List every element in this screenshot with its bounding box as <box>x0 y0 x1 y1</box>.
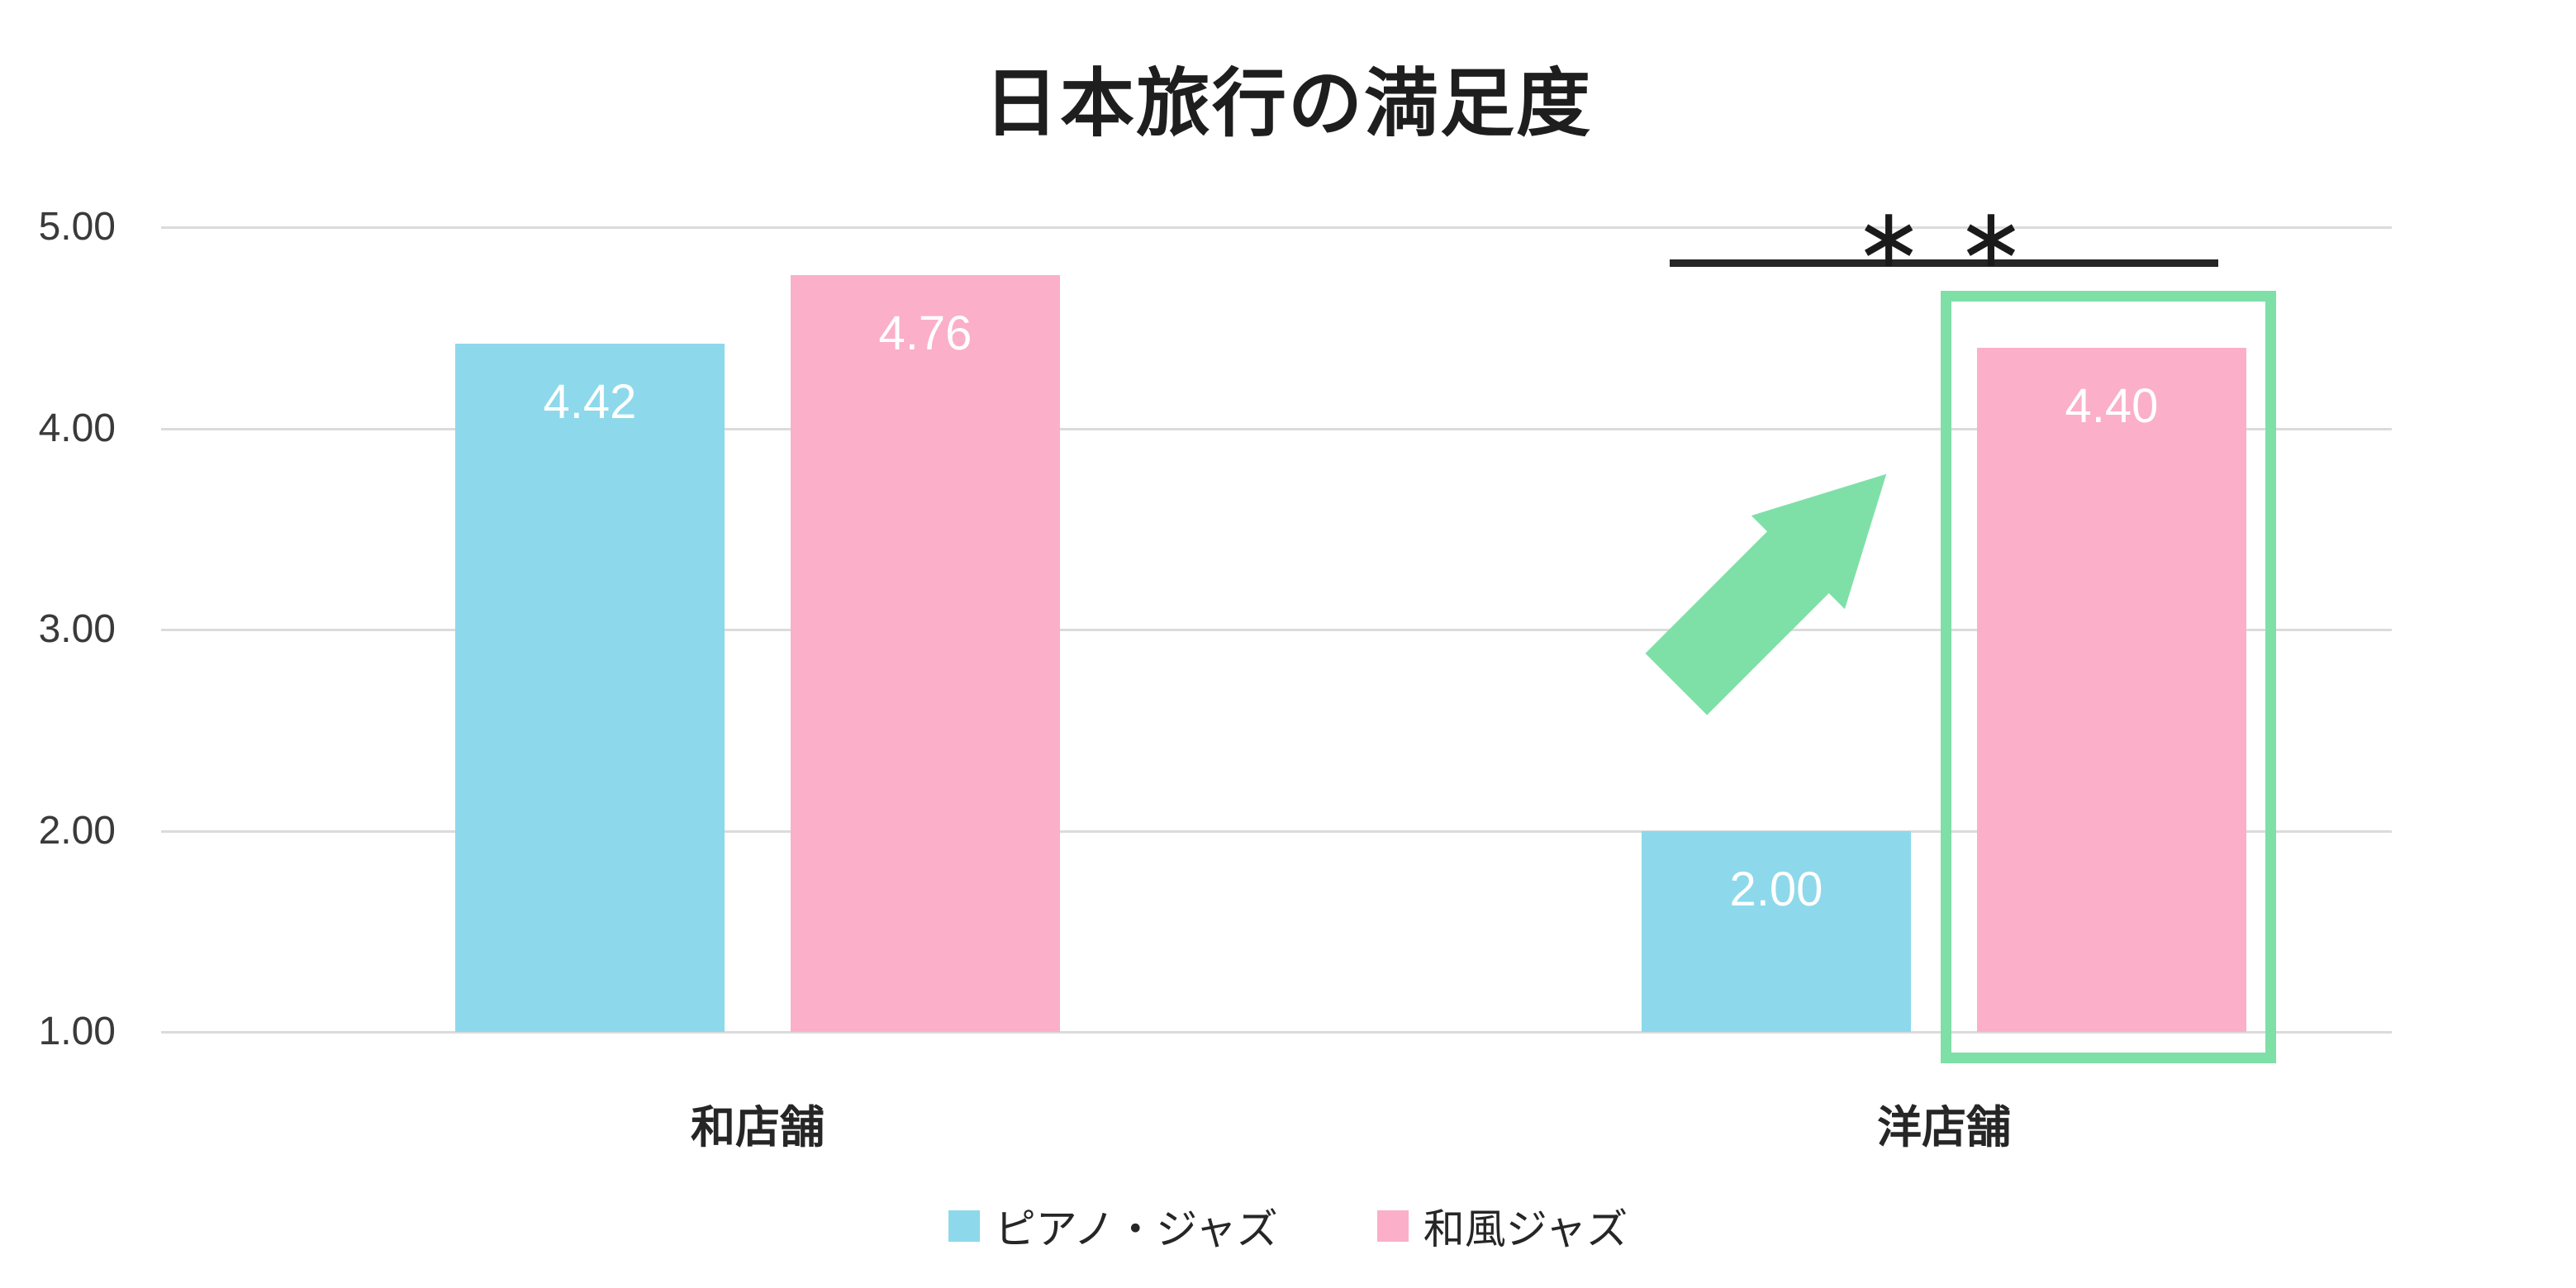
chart-title: 日本旅行の満足度 <box>984 63 1592 145</box>
bar-value-label: 4.42 <box>543 375 637 430</box>
legend-label: 和風ジャズ <box>1423 1206 1628 1252</box>
legend-item-piano-jazz: ピアノ・ジャズ <box>948 1196 1278 1256</box>
legend-swatch-blue <box>948 1210 980 1242</box>
bar-value-label: 4.40 <box>2065 379 2159 434</box>
legend: ピアノ・ジャズ 和風ジャズ <box>0 1196 2576 1256</box>
bar-value-label: 4.76 <box>878 307 972 361</box>
highlight-box <box>1941 291 2276 1063</box>
legend-item-wafu-jazz: 和風ジャズ <box>1376 1196 1628 1256</box>
y-axis-tick-label: 5.00 <box>38 205 116 249</box>
bar-wafu-jazz-yo: 4.40 <box>1977 348 2246 1032</box>
gridline <box>161 829 2392 833</box>
gridline <box>161 226 2392 229</box>
bar-piano-jazz-wa: 4.42 <box>455 344 725 1032</box>
y-axis-tick-label: 1.00 <box>38 1010 116 1053</box>
significance-stars: ∗∗ <box>1854 189 2059 286</box>
legend-swatch-pink <box>1376 1210 1409 1242</box>
category-label-wa-tenpo: 和店舗 <box>691 1103 825 1153</box>
gridline <box>161 629 2392 631</box>
legend-label: ピアノ・ジャズ <box>994 1206 1278 1252</box>
gridline <box>161 1031 2392 1034</box>
bar-value-label: 2.00 <box>1729 862 1823 916</box>
significance-line <box>1670 259 2218 267</box>
bar-wafu-jazz-wa: 4.76 <box>791 275 1060 1032</box>
y-axis-tick-label: 2.00 <box>38 808 116 853</box>
gridline <box>161 427 2392 430</box>
y-axis-tick-label: 4.00 <box>38 406 116 450</box>
increase-arrow-icon <box>1629 427 1933 731</box>
y-axis-tick-label: 3.00 <box>38 607 116 651</box>
bar-piano-jazz-yo: 2.00 <box>1642 830 1911 1032</box>
category-label-yo-tenpo: 洋店舗 <box>1877 1103 2011 1153</box>
